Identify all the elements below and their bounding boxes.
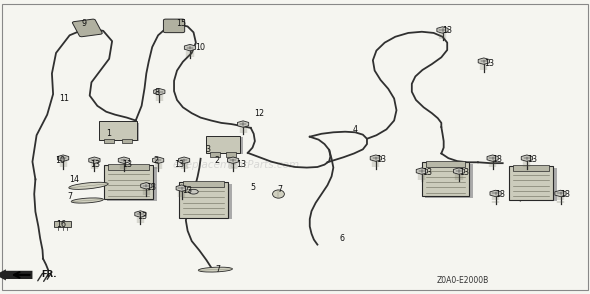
Text: Z0A0-E2000B: Z0A0-E2000B — [437, 275, 489, 285]
FancyBboxPatch shape — [208, 137, 243, 155]
FancyArrow shape — [0, 269, 32, 280]
FancyBboxPatch shape — [104, 165, 153, 199]
Ellipse shape — [198, 267, 232, 272]
FancyBboxPatch shape — [513, 165, 549, 171]
Text: 1: 1 — [106, 129, 111, 138]
Text: 13: 13 — [442, 26, 453, 35]
Polygon shape — [57, 155, 69, 161]
Text: 8: 8 — [155, 88, 159, 97]
Text: 16: 16 — [57, 220, 67, 228]
Polygon shape — [370, 155, 382, 161]
Polygon shape — [227, 157, 239, 163]
Polygon shape — [118, 157, 130, 163]
Ellipse shape — [273, 190, 284, 198]
Text: eReplacementParts.com: eReplacementParts.com — [172, 160, 300, 170]
FancyBboxPatch shape — [179, 182, 228, 218]
Text: 13: 13 — [90, 160, 100, 168]
Text: 13: 13 — [182, 186, 192, 195]
Polygon shape — [487, 155, 499, 161]
FancyBboxPatch shape — [226, 152, 237, 156]
FancyBboxPatch shape — [73, 19, 102, 37]
Polygon shape — [184, 44, 196, 51]
Text: 3: 3 — [205, 146, 210, 154]
Text: 7: 7 — [215, 265, 221, 274]
Text: 9: 9 — [81, 19, 87, 28]
Text: 4: 4 — [353, 125, 358, 134]
FancyBboxPatch shape — [107, 167, 157, 201]
FancyBboxPatch shape — [182, 184, 232, 219]
Text: 6: 6 — [339, 234, 344, 243]
Text: 13: 13 — [459, 168, 469, 177]
Text: 13: 13 — [422, 168, 432, 177]
Text: 5: 5 — [251, 183, 256, 192]
Polygon shape — [478, 58, 490, 64]
Text: 13: 13 — [493, 155, 503, 164]
Text: 10: 10 — [195, 43, 205, 51]
Text: 10: 10 — [55, 156, 65, 165]
Text: 15: 15 — [176, 19, 186, 28]
Text: 2: 2 — [214, 156, 219, 165]
Text: 13: 13 — [122, 160, 132, 168]
FancyBboxPatch shape — [163, 19, 185, 33]
Circle shape — [189, 189, 198, 194]
Polygon shape — [178, 157, 190, 163]
Text: 13: 13 — [527, 155, 537, 164]
Polygon shape — [152, 157, 164, 163]
FancyBboxPatch shape — [183, 181, 224, 187]
Polygon shape — [135, 211, 146, 217]
Polygon shape — [555, 190, 566, 197]
FancyBboxPatch shape — [209, 152, 220, 156]
Text: 13: 13 — [376, 155, 386, 164]
Polygon shape — [153, 88, 165, 95]
Text: 14: 14 — [70, 175, 80, 184]
FancyBboxPatch shape — [425, 164, 473, 198]
Polygon shape — [437, 27, 448, 33]
Ellipse shape — [71, 198, 103, 203]
FancyBboxPatch shape — [99, 121, 137, 140]
Text: 13: 13 — [236, 160, 246, 168]
Text: 7: 7 — [68, 193, 73, 201]
Polygon shape — [490, 190, 502, 197]
Text: 11: 11 — [59, 94, 69, 103]
Polygon shape — [416, 168, 428, 174]
FancyBboxPatch shape — [426, 161, 465, 167]
FancyBboxPatch shape — [104, 139, 114, 143]
Text: 7: 7 — [277, 185, 283, 194]
Text: FR.: FR. — [41, 270, 57, 279]
Polygon shape — [88, 157, 100, 163]
FancyBboxPatch shape — [512, 168, 557, 201]
FancyBboxPatch shape — [54, 221, 71, 227]
Text: 13: 13 — [174, 160, 184, 168]
Text: 2: 2 — [153, 156, 159, 165]
FancyBboxPatch shape — [205, 136, 241, 153]
Text: 13: 13 — [484, 59, 494, 68]
FancyBboxPatch shape — [108, 164, 149, 170]
Polygon shape — [453, 168, 465, 174]
Polygon shape — [140, 183, 152, 189]
Ellipse shape — [69, 182, 108, 189]
FancyBboxPatch shape — [421, 162, 469, 196]
Text: 13: 13 — [146, 183, 156, 192]
FancyBboxPatch shape — [101, 123, 139, 141]
FancyBboxPatch shape — [509, 166, 553, 200]
Polygon shape — [176, 185, 188, 191]
Text: 13: 13 — [560, 190, 571, 199]
FancyBboxPatch shape — [122, 139, 132, 143]
Polygon shape — [237, 121, 249, 127]
Text: 12: 12 — [254, 109, 264, 118]
Text: 13: 13 — [496, 190, 506, 199]
Polygon shape — [521, 155, 533, 161]
Text: 13: 13 — [137, 212, 147, 220]
